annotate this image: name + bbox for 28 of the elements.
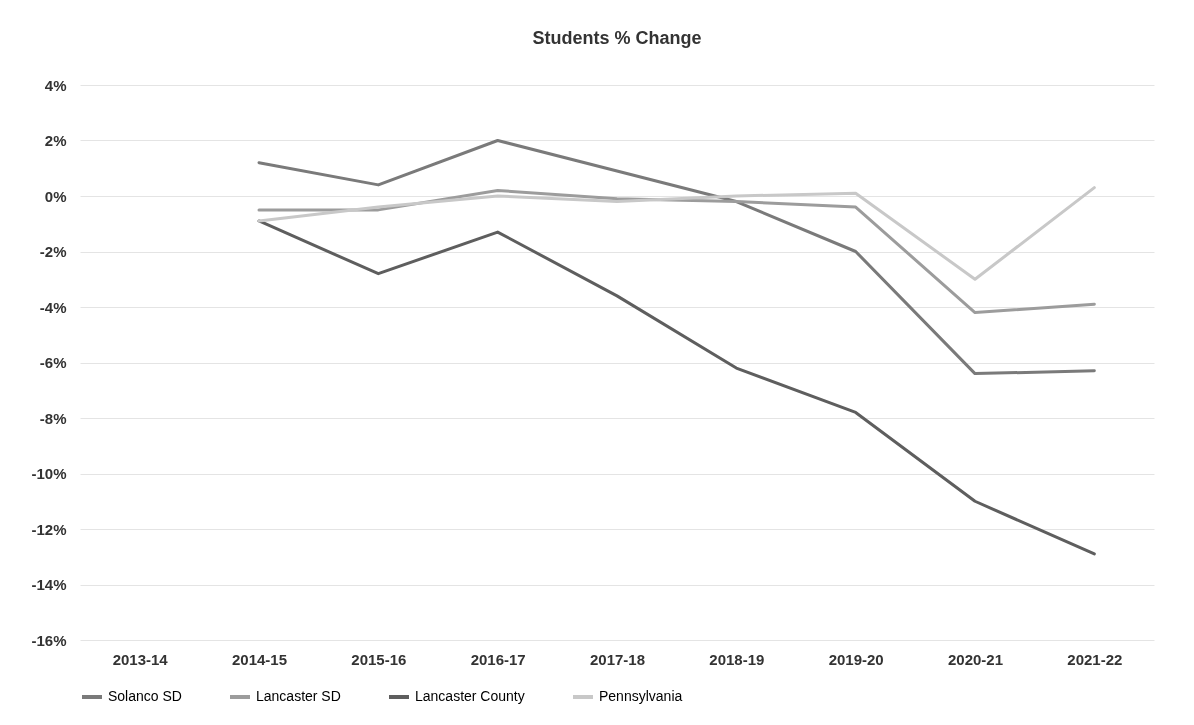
chart-title: Students % Change	[532, 28, 702, 48]
x-tick-label: 2017-18	[589, 650, 646, 668]
line-series	[257, 219, 1096, 556]
x-tick-label: 2013-14	[112, 650, 169, 668]
x-tick-label: 2019-20	[828, 650, 884, 668]
line-series	[257, 186, 1096, 281]
line-series	[257, 139, 1096, 376]
y-tick-label: 2%	[44, 132, 67, 149]
x-tick-label: 2021-22	[1067, 650, 1123, 668]
legend-label: Pennsylvania	[599, 688, 683, 704]
y-tick-label: -2%	[39, 243, 67, 260]
x-tick-label: 2016-17	[470, 650, 526, 668]
legend-label: Lancaster County	[415, 688, 525, 704]
y-tick-label: -6%	[39, 354, 67, 371]
x-tick-label: 2018-19	[709, 650, 765, 668]
legend-label: Solanco SD	[108, 688, 182, 704]
y-tick-label: 4%	[44, 76, 67, 94]
y-tick-label: -4%	[39, 298, 67, 316]
y-tick-label: -12%	[31, 520, 67, 538]
y-tick-label: 0%	[44, 187, 67, 205]
y-tick-label: -14%	[31, 576, 67, 593]
x-tick-label: 2015-16	[351, 650, 407, 668]
x-tick-label: 2014-15	[231, 650, 288, 668]
y-tick-label: -16%	[31, 631, 67, 649]
legend-label: Lancaster SD	[256, 688, 341, 704]
y-tick-label: -10%	[31, 465, 67, 482]
x-tick-label: 2020-21	[947, 650, 1004, 668]
y-tick-label: -8%	[39, 409, 67, 427]
